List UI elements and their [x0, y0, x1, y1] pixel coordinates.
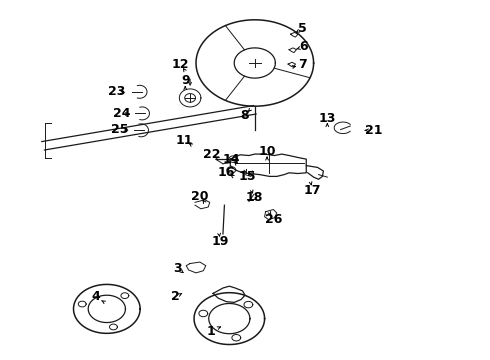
Text: 21: 21 — [365, 124, 382, 137]
Text: 22: 22 — [203, 148, 220, 161]
Text: 6: 6 — [299, 40, 308, 53]
Text: 4: 4 — [91, 291, 100, 303]
Text: 2: 2 — [171, 291, 180, 303]
Text: 12: 12 — [172, 58, 189, 71]
Text: 14: 14 — [222, 153, 240, 166]
Text: 18: 18 — [245, 191, 263, 204]
Text: 26: 26 — [265, 213, 282, 226]
Text: 23: 23 — [108, 85, 125, 98]
Text: 1: 1 — [206, 325, 215, 338]
Text: 15: 15 — [239, 170, 256, 183]
Text: 19: 19 — [212, 235, 229, 248]
Text: 17: 17 — [304, 184, 321, 197]
Text: 24: 24 — [113, 107, 130, 120]
Text: 7: 7 — [298, 58, 307, 71]
Text: 25: 25 — [111, 123, 129, 136]
Text: 5: 5 — [298, 22, 307, 35]
Text: 8: 8 — [241, 109, 249, 122]
Text: 13: 13 — [318, 112, 336, 125]
Text: 3: 3 — [173, 262, 182, 275]
Text: 10: 10 — [258, 145, 276, 158]
Text: 20: 20 — [191, 190, 209, 203]
Text: 16: 16 — [218, 166, 235, 179]
Text: 9: 9 — [181, 75, 190, 87]
Text: 11: 11 — [176, 134, 194, 147]
